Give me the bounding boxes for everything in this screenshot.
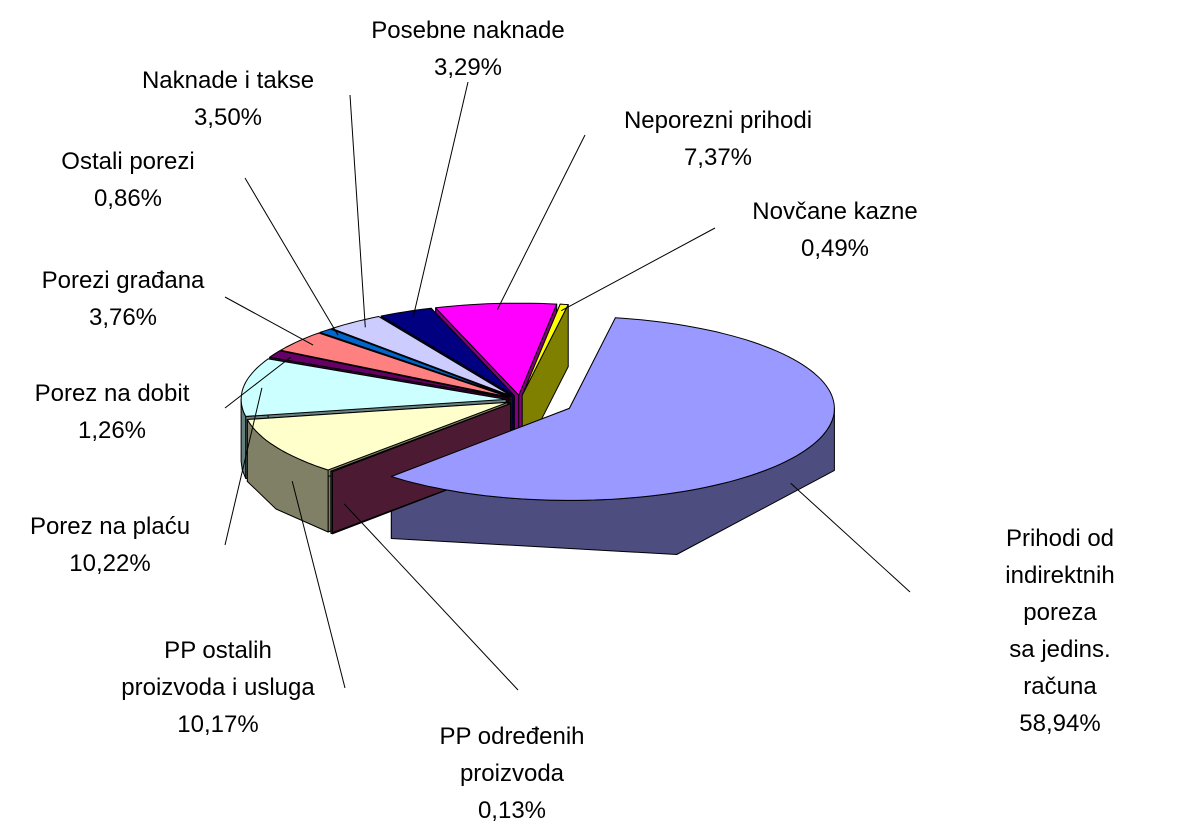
label-value: 10,17% <box>177 711 259 738</box>
data-label: Prihodi od indirektnih poreza sa jedins.… <box>1000 520 1120 742</box>
leader-line <box>349 94 366 328</box>
leader-line <box>224 356 292 409</box>
slice <box>331 316 513 397</box>
label-value: 3,29% <box>433 54 503 81</box>
label-name: Ostali porezi <box>61 148 195 175</box>
label-value: 0,49% <box>800 235 870 262</box>
data-label: Ostali porezi 0,86% <box>61 143 194 217</box>
slice <box>380 307 515 397</box>
label-value: 58,94% <box>1019 710 1101 737</box>
slice <box>280 332 510 398</box>
leader-line <box>224 296 314 346</box>
leader-line <box>412 81 469 318</box>
data-label: Neporezni prihodi 7,37% <box>624 102 812 176</box>
slice <box>240 358 507 417</box>
label-name: Neporezni prihodi <box>623 107 813 134</box>
leader-line <box>291 480 346 689</box>
label-name: Porez na plaću <box>29 513 191 540</box>
data-label: PP ostalih proizvoda i usluga 10,17% <box>121 632 314 743</box>
slice <box>269 350 509 399</box>
slice <box>319 328 511 398</box>
data-label: PP određenih proizvoda 0,13% <box>439 718 584 825</box>
label-name: PP određenih proizvoda <box>439 723 585 787</box>
data-label: Porez na plaću 10,22% <box>30 508 190 582</box>
label-value: 3,50% <box>193 104 263 131</box>
label-name: Naknade i takse <box>141 67 315 94</box>
label-value: 1,26% <box>77 417 147 444</box>
slice <box>435 302 558 396</box>
leader-line <box>343 503 519 691</box>
slice <box>330 403 512 473</box>
data-label: Novčane kazne 0,49% <box>752 193 917 267</box>
slice-outer-side <box>330 470 333 535</box>
leader-line <box>244 177 339 336</box>
label-name: Prihodi od indirektnih poreza sa jedins.… <box>1005 525 1115 700</box>
data-label: Naknade i takse 3,50% <box>142 62 314 136</box>
data-label: Posebne naknade 3,29% <box>371 12 565 86</box>
slice <box>390 317 835 501</box>
label-name: Porezi građana <box>41 267 205 294</box>
label-value: 0,86% <box>93 185 163 212</box>
label-value: 10,22% <box>69 550 151 577</box>
slice <box>521 303 569 396</box>
label-value: 3,76% <box>88 304 158 331</box>
leader-line <box>224 387 263 546</box>
label-name: Porez na dobit <box>34 380 190 407</box>
label-name: Novčane kazne <box>752 198 918 225</box>
label-value: 0,13% <box>477 797 547 824</box>
label-name: PP ostalih proizvoda i usluga <box>121 637 315 701</box>
data-label: Porezi građana 3,76% <box>42 262 205 336</box>
leader-line <box>496 134 586 311</box>
data-label: Porez na dobit 1,26% <box>35 375 190 449</box>
label-name: Posebne naknade <box>371 17 565 44</box>
label-value: 7,37% <box>683 144 753 171</box>
leader-line <box>790 482 911 593</box>
leader-line <box>561 227 716 312</box>
